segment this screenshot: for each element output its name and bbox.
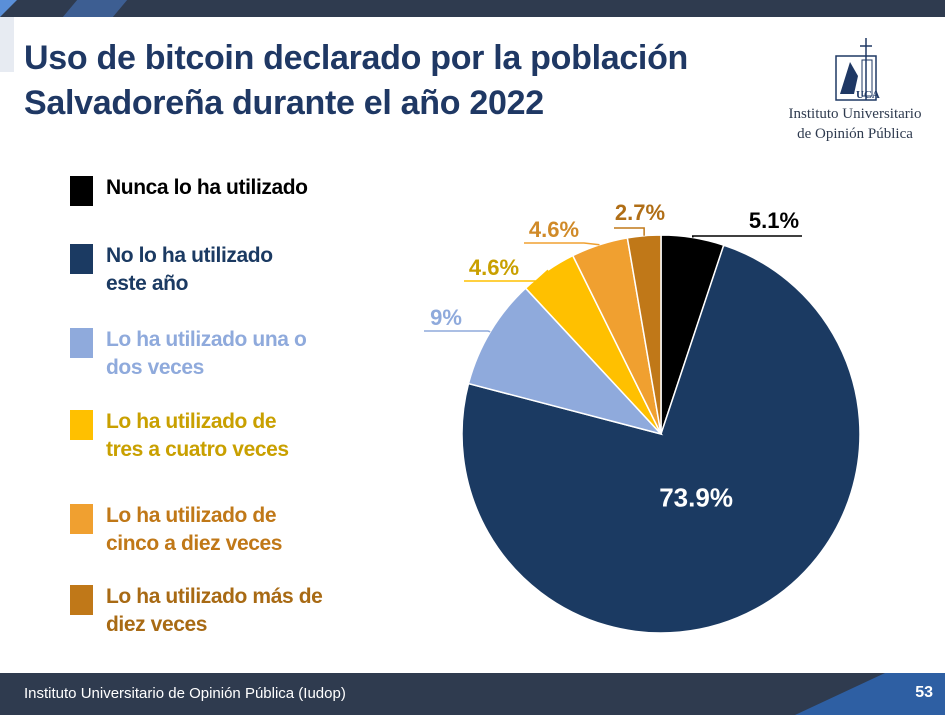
legend-label: Nunca lo ha utilizado: [106, 174, 366, 202]
legend-swatch: [70, 244, 93, 274]
legend-label-line: Lo ha utilizado de: [106, 410, 277, 433]
logo-text-line-1: Instituto Universitario: [788, 106, 922, 122]
legend-label: Lo ha utilizado más de diez veces: [106, 583, 366, 639]
legend-swatch: [70, 585, 93, 615]
footer-accent-wedge: [795, 673, 885, 715]
title-marker: [0, 17, 14, 72]
logo-mark-text: UCA: [856, 89, 880, 101]
data-label: 73.9%: [659, 483, 733, 513]
legend-label-line: cinco a diez veces: [106, 532, 283, 555]
footer-bar: Instituto Universitario de Opinión Públi…: [0, 673, 945, 715]
legend-label-line: diez veces: [106, 613, 208, 636]
legend-label-line: dos veces: [106, 356, 204, 379]
legend-label-line: No lo ha utilizado: [106, 244, 273, 267]
leader-line: [524, 242, 600, 246]
legend-label: Lo ha utilizado de tres a cuatro veces: [106, 408, 366, 464]
leader-line: [424, 330, 491, 333]
iudop-logo: UCA: [835, 38, 880, 101]
legend-label-line: Lo ha utilizado una o: [106, 328, 307, 351]
logo-text-line-2: de Opinión Pública: [797, 126, 913, 142]
logo-frame: [835, 55, 877, 101]
logo-text: Instituto Universitario de Opinión Públi…: [770, 104, 940, 144]
slide-title: Uso de bitcoin declarado por la població…: [24, 36, 724, 126]
leader-line: [692, 235, 802, 238]
footer-text: Instituto Universitario de Opinión Públi…: [24, 685, 346, 702]
top-bar: [0, 0, 945, 17]
legend-label-line: tres a cuatro veces: [106, 438, 289, 461]
slide-title-line-2: Salvadoreña durante el año 2022: [24, 84, 544, 122]
legend-label-line: Nunca lo ha utilizado: [106, 176, 308, 199]
data-label: 2.7%: [615, 200, 665, 225]
pie-chart: 5.1% 73.9% 9% 4.6% 4.6% 2.7%: [424, 200, 861, 634]
legend-label-line: Lo ha utilizado más de: [106, 585, 323, 608]
data-label: 5.1%: [749, 208, 799, 233]
data-label: 4.6%: [529, 217, 579, 242]
legend-label: No lo ha utilizado este año: [106, 242, 366, 298]
logo-column: [861, 59, 873, 97]
legend-swatch: [70, 410, 93, 440]
legend-swatch: [70, 176, 93, 206]
data-label: 9%: [430, 305, 462, 330]
legend-label: Lo ha utilizado una o dos veces: [106, 326, 366, 382]
legend-label-line: Lo ha utilizado de: [106, 504, 277, 527]
legend-label-line: este año: [106, 272, 188, 295]
pie-slice: [461, 244, 861, 634]
pie-slice: [467, 287, 664, 436]
leader-line: [614, 227, 645, 236]
legend-label: Lo ha utilizado de cinco a diez veces: [106, 502, 366, 558]
legend-swatch: [70, 504, 93, 534]
leader-line: [464, 269, 549, 282]
logo-figure: [840, 62, 858, 94]
slide-title-line-1: Uso de bitcoin declarado por la població…: [24, 39, 689, 77]
page-number: 53: [915, 684, 933, 701]
legend-swatch: [70, 328, 93, 358]
footer-accent-block: [885, 673, 945, 715]
data-label: 4.6%: [469, 255, 519, 280]
top-bar-accent: [0, 0, 17, 17]
